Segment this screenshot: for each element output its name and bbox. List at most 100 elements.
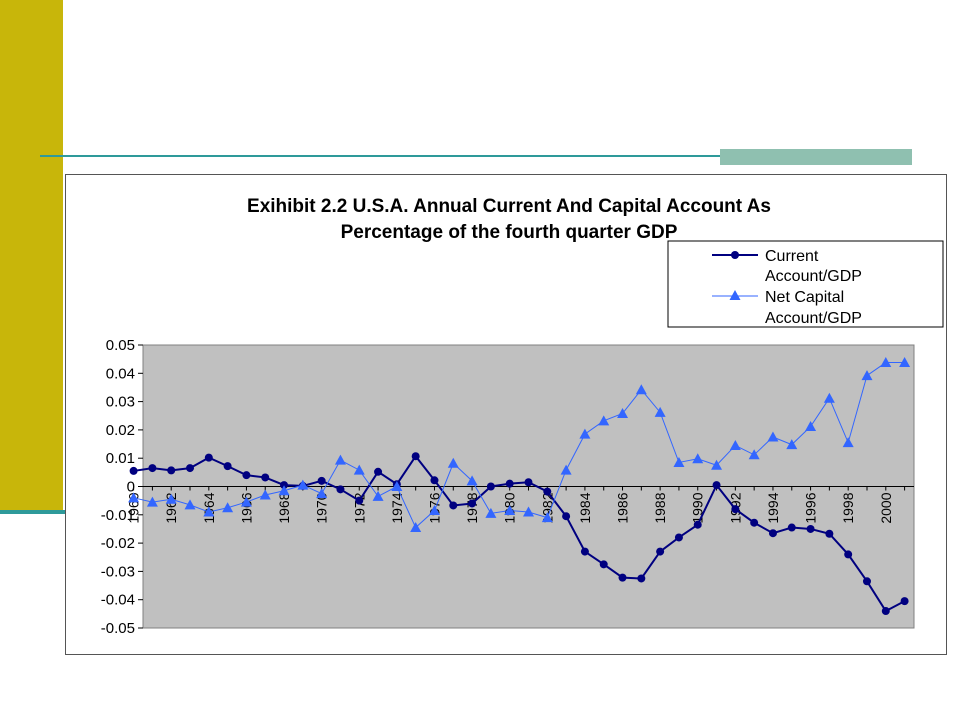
data-point-net-capital-account <box>146 496 158 507</box>
data-point-net-capital-account <box>786 439 798 450</box>
legend-capital-label-2: Account/GDP <box>765 310 862 327</box>
chart-frame: Exihibit 2.2 U.S.A. Annual Current And C… <box>65 174 947 655</box>
data-point-current-account <box>599 560 608 569</box>
data-point-current-account <box>280 481 289 490</box>
data-point-net-capital-account <box>899 357 911 368</box>
data-point-net-capital-account <box>767 431 779 442</box>
data-point-net-capital-account <box>617 407 629 418</box>
left-bar-underline <box>0 510 66 514</box>
y-tick-label: -0.05 <box>101 620 135 637</box>
data-point-net-capital-account <box>729 439 741 450</box>
data-point-current-account <box>862 577 871 586</box>
x-tick-label: 1974 <box>389 492 405 523</box>
data-point-current-account <box>242 471 251 480</box>
data-point-current-account <box>580 547 589 556</box>
data-point-net-capital-account <box>523 506 534 517</box>
y-tick-label: -0.02 <box>101 535 135 552</box>
x-tick-label: 1986 <box>615 492 631 523</box>
data-point-current-account <box>204 453 213 462</box>
chart-svg: Exihibit 2.2 U.S.A. Annual Current And C… <box>101 196 944 637</box>
series-layer <box>128 357 911 616</box>
data-point-current-account <box>524 478 533 487</box>
data-point-current-account <box>618 573 627 582</box>
data-point-net-capital-account <box>541 512 553 523</box>
data-point-net-capital-account <box>485 507 497 518</box>
data-point-current-account <box>750 518 759 527</box>
x-tick-label: 1978 <box>464 492 480 523</box>
data-point-net-capital-account <box>842 437 854 448</box>
data-point-net-capital-account <box>297 479 309 490</box>
data-point-current-account <box>223 462 232 471</box>
data-point-current-account <box>374 467 383 476</box>
left-decorative-bar <box>0 0 63 512</box>
data-point-net-capital-account <box>165 493 177 504</box>
data-point-current-account <box>129 466 138 475</box>
x-tick-label: 1996 <box>803 492 819 523</box>
data-point-current-account <box>148 464 157 473</box>
data-point-current-account <box>468 499 477 508</box>
data-point-net-capital-account <box>805 421 817 432</box>
data-point-net-capital-account <box>428 505 440 516</box>
data-point-net-capital-account <box>203 506 215 517</box>
data-point-current-account <box>543 487 552 496</box>
y-tick-label: -0.03 <box>101 563 135 580</box>
data-point-current-account <box>355 496 364 505</box>
data-point-net-capital-account <box>748 449 760 460</box>
data-point-current-account <box>562 512 571 521</box>
x-tick-label: 1970 <box>314 492 330 523</box>
data-point-net-capital-account <box>184 499 196 510</box>
data-point-net-capital-account <box>278 485 290 496</box>
data-point-net-capital-account <box>579 428 591 439</box>
data-point-current-account <box>731 505 740 514</box>
y-tick-label: 0.03 <box>106 394 135 411</box>
data-point-current-account <box>900 597 909 606</box>
data-point-current-account <box>486 482 495 491</box>
data-point-current-account <box>430 476 439 485</box>
data-point-net-capital-account <box>353 464 365 475</box>
data-point-net-capital-account <box>259 489 271 500</box>
y-tick-label: 0.05 <box>106 337 135 354</box>
legend: Current Account/GDP Net Capital Account/… <box>667 240 944 328</box>
data-point-current-account <box>712 481 721 490</box>
y-tick-label: 0.01 <box>106 450 135 467</box>
header-rule <box>40 155 912 157</box>
data-point-current-account <box>637 574 646 583</box>
y-tick-label: -0.01 <box>101 507 135 524</box>
data-point-net-capital-account <box>635 384 647 395</box>
data-point-net-capital-account <box>711 459 723 470</box>
data-point-current-account <box>881 607 890 616</box>
x-tick-label: 1990 <box>690 492 706 523</box>
x-tick-label: 1988 <box>652 492 668 523</box>
data-point-net-capital-account <box>316 488 328 499</box>
y-tick-label: -0.04 <box>101 592 135 609</box>
x-tick-label: 1998 <box>840 492 856 523</box>
data-point-net-capital-account <box>372 490 384 501</box>
data-point-net-capital-account <box>880 357 892 368</box>
data-point-current-account <box>787 523 796 532</box>
data-point-current-account <box>317 476 326 485</box>
data-point-net-capital-account <box>128 492 140 503</box>
data-point-net-capital-account <box>673 456 685 467</box>
data-point-current-account <box>768 529 777 538</box>
data-point-current-account <box>825 529 834 538</box>
legend-current-marker <box>731 251 739 259</box>
data-point-current-account <box>336 485 345 494</box>
data-point-net-capital-account <box>692 453 704 464</box>
data-point-current-account <box>844 550 853 559</box>
chart-title-line1: Exihibit 2.2 U.S.A. Annual Current And C… <box>247 196 771 217</box>
data-point-net-capital-account <box>823 392 835 403</box>
data-point-net-capital-account <box>466 475 478 486</box>
x-tick-label: 1994 <box>765 492 781 523</box>
data-point-current-account <box>656 547 665 556</box>
data-point-current-account <box>674 533 683 542</box>
data-point-net-capital-account <box>861 370 873 381</box>
data-point-net-capital-account <box>391 481 403 491</box>
data-point-current-account <box>806 524 815 533</box>
data-point-net-capital-account <box>504 505 516 516</box>
data-point-current-account <box>186 464 195 473</box>
x-tick-label: 1984 <box>577 492 593 523</box>
data-point-current-account <box>449 501 458 510</box>
y-tick-label: 0.04 <box>106 365 135 382</box>
data-point-net-capital-account <box>222 502 234 513</box>
chart-title-line2: Percentage of the fourth quarter GDP <box>341 222 678 243</box>
